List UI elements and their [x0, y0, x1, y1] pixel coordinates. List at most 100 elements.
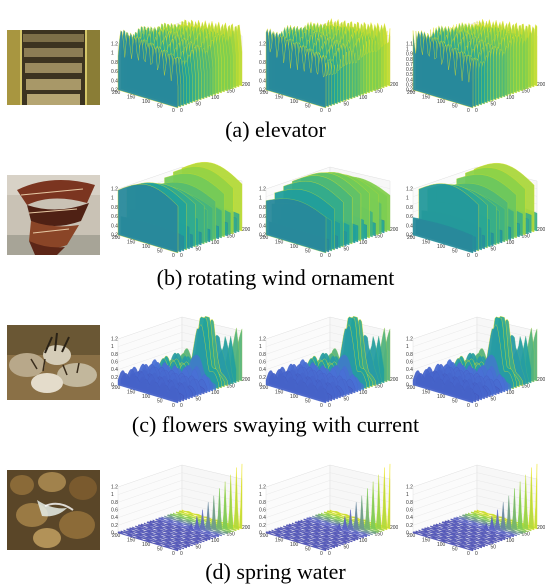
svg-text:100: 100: [506, 95, 515, 101]
caption-a: (a) elevator: [225, 117, 326, 142]
svg-text:0.2: 0.2: [111, 233, 118, 239]
svg-text:0.8: 0.8: [406, 205, 413, 211]
svg-text:50: 50: [344, 397, 350, 403]
svg-text:50: 50: [452, 104, 458, 110]
svg-text:150: 150: [422, 240, 431, 246]
svg-text:100: 100: [359, 95, 368, 101]
svg-text:200: 200: [112, 533, 121, 539]
svg-text:1.2: 1.2: [111, 187, 118, 193]
svg-text:200: 200: [260, 235, 269, 241]
svg-text:0.8: 0.8: [406, 352, 413, 358]
svg-text:0: 0: [406, 383, 409, 389]
svg-text:150: 150: [375, 532, 384, 538]
svg-text:150: 150: [127, 95, 136, 101]
svg-text:100: 100: [437, 99, 446, 105]
svg-text:0.4: 0.4: [259, 223, 266, 229]
svg-text:150: 150: [375, 89, 384, 95]
caption-c: (c) flowers swaying with current: [131, 412, 420, 437]
svg-text:100: 100: [142, 244, 151, 250]
svg-text:200: 200: [537, 525, 545, 531]
svg-text:0.6: 0.6: [111, 360, 118, 366]
svg-text:0.2: 0.2: [259, 88, 266, 94]
svg-text:1.2: 1.2: [259, 485, 266, 491]
svg-text:200: 200: [242, 227, 250, 233]
svg-text:0: 0: [328, 551, 331, 557]
svg-text:100: 100: [359, 240, 368, 246]
svg-text:200: 200: [407, 533, 416, 539]
svg-text:1: 1: [259, 492, 262, 498]
svg-text:200: 200: [390, 525, 398, 531]
svg-text:0: 0: [328, 253, 331, 259]
svg-text:200: 200: [112, 385, 121, 391]
svg-text:150: 150: [422, 538, 431, 544]
svg-text:100: 100: [290, 394, 299, 400]
svg-text:1: 1: [111, 196, 114, 202]
svg-text:0.2: 0.2: [111, 375, 118, 381]
svg-text:0.4: 0.4: [406, 515, 413, 521]
svg-text:0: 0: [406, 531, 409, 537]
svg-text:0.8: 0.8: [259, 500, 266, 506]
svg-text:50: 50: [452, 547, 458, 553]
svg-text:0.2: 0.2: [259, 233, 266, 239]
svg-text:100: 100: [437, 244, 446, 250]
svg-text:200: 200: [112, 235, 121, 241]
svg-text:0.6: 0.6: [111, 508, 118, 514]
svg-text:200: 200: [242, 82, 250, 88]
svg-text:100: 100: [437, 394, 446, 400]
svg-text:50: 50: [196, 247, 202, 253]
svg-text:1: 1: [111, 51, 114, 57]
svg-text:1: 1: [111, 492, 114, 498]
svg-text:50: 50: [157, 399, 163, 405]
svg-text:50: 50: [196, 102, 202, 108]
svg-text:0.4: 0.4: [111, 367, 118, 373]
svg-text:0.8: 0.8: [111, 352, 118, 358]
caption-b: (b) rotating wind ornament: [156, 265, 395, 290]
svg-text:1: 1: [259, 344, 262, 350]
svg-text:1: 1: [259, 196, 262, 202]
svg-text:0.4: 0.4: [259, 515, 266, 521]
surface-plot-10: 1.2 1 0.8 0.6 0.4 0.2 0 200 150 100 50 0 0 50 100 150 20…: [110, 455, 250, 560]
svg-text:150: 150: [275, 390, 284, 396]
surface-plot-12: 1.2 1 0.8 0.6 0.4 0.2 0 200 150 100 50 0 0 50 100 150 20…: [405, 455, 545, 560]
svg-text:150: 150: [227, 384, 236, 390]
svg-text:0: 0: [180, 551, 183, 557]
surface-plot-8: 1.2 1 0.8 0.6 0.4 0.2 0 200 150 100 50 0 0 50 100 150 20…: [258, 307, 398, 412]
svg-text:100: 100: [359, 390, 368, 396]
svg-text:150: 150: [522, 234, 531, 240]
svg-text:0: 0: [320, 108, 323, 114]
svg-text:0: 0: [328, 108, 331, 114]
svg-text:0.2: 0.2: [406, 523, 413, 529]
svg-text:0: 0: [475, 253, 478, 259]
spring-water-photo: [7, 470, 100, 550]
svg-text:0.2: 0.2: [259, 375, 266, 381]
svg-text:0.8: 0.8: [111, 500, 118, 506]
svg-text:150: 150: [127, 390, 136, 396]
svg-text:50: 50: [196, 397, 202, 403]
svg-text:0: 0: [180, 403, 183, 409]
svg-text:0.8: 0.8: [259, 205, 266, 211]
svg-text:0.6: 0.6: [406, 67, 413, 73]
svg-text:0.6: 0.6: [259, 214, 266, 220]
svg-text:0.2: 0.2: [406, 375, 413, 381]
svg-text:0: 0: [320, 551, 323, 557]
svg-text:150: 150: [522, 532, 531, 538]
svg-text:0.6: 0.6: [406, 508, 413, 514]
svg-text:150: 150: [227, 89, 236, 95]
svg-text:1: 1: [406, 344, 409, 350]
svg-text:100: 100: [437, 542, 446, 548]
svg-text:0: 0: [320, 253, 323, 259]
surface-plot-9: 1.2 1 0.8 0.6 0.4 0.2 0 200 150 100 50 0 0 50 100 150 20…: [405, 307, 545, 412]
svg-text:100: 100: [211, 390, 220, 396]
svg-text:0.9: 0.9: [406, 52, 413, 58]
svg-text:50: 50: [491, 247, 497, 253]
svg-text:1: 1: [406, 47, 409, 53]
svg-text:150: 150: [227, 234, 236, 240]
svg-text:200: 200: [390, 377, 398, 383]
svg-text:150: 150: [275, 538, 284, 544]
svg-text:1.2: 1.2: [111, 485, 118, 491]
svg-text:50: 50: [305, 104, 311, 110]
surface-plot-5: 1.2 1 0.8 0.6 0.4 0.2 200 150 100 50 0 0 50 100 150 200: [258, 157, 398, 262]
svg-text:1: 1: [111, 344, 114, 350]
svg-text:100: 100: [211, 95, 220, 101]
svg-text:0: 0: [328, 403, 331, 409]
